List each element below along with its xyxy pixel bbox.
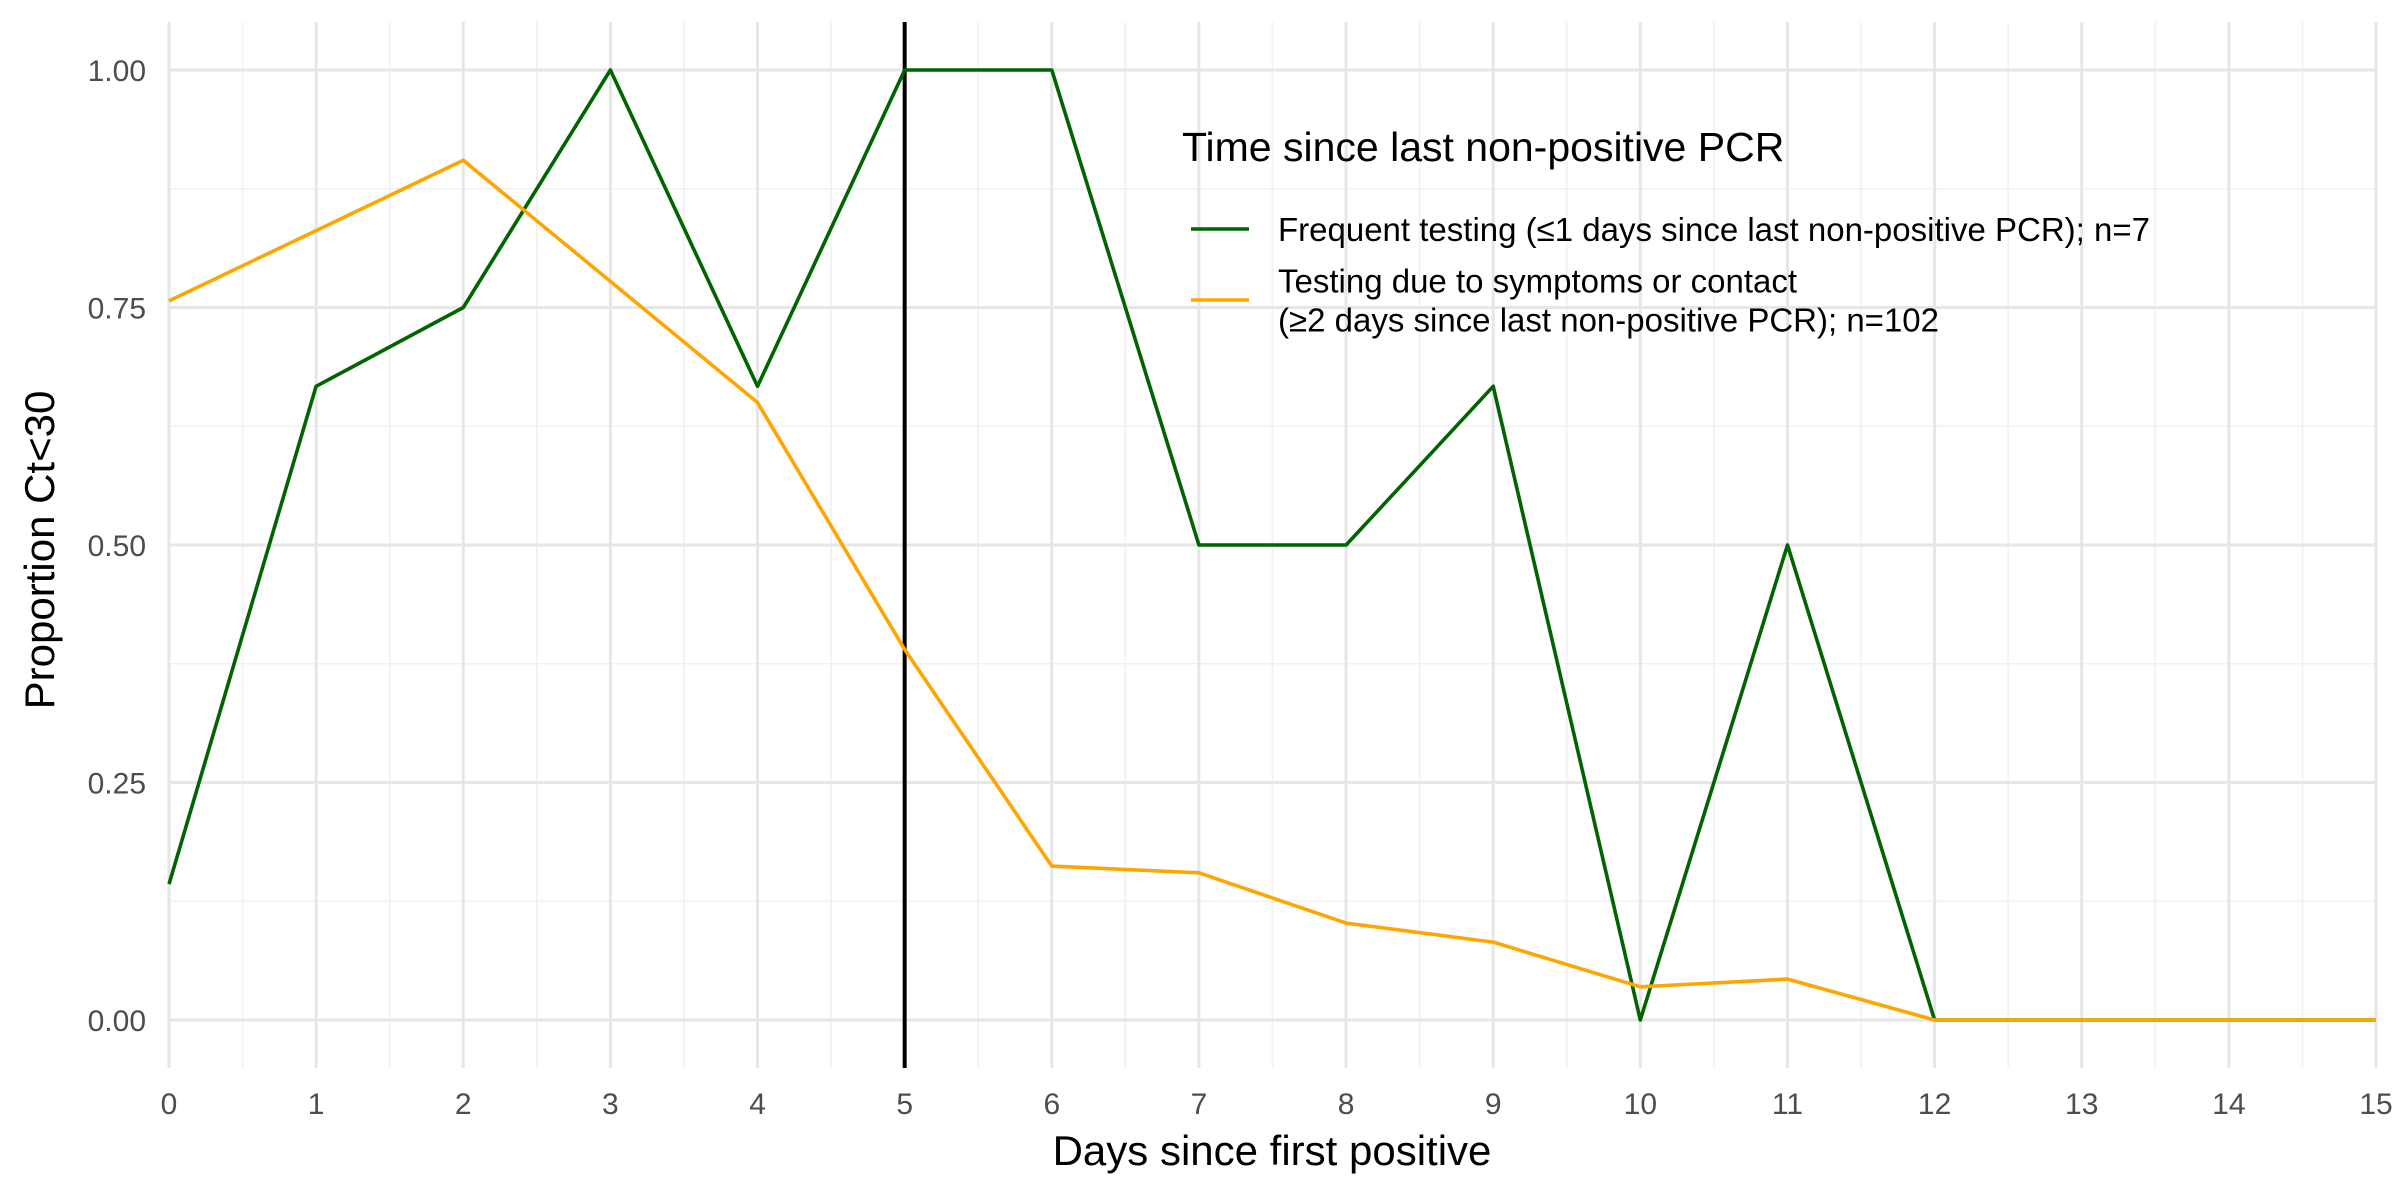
- x-tick-label: 0: [161, 1088, 178, 1121]
- x-tick-label: 7: [1191, 1088, 1208, 1121]
- x-tick-label: 11: [1772, 1088, 1803, 1121]
- x-tick-label: 4: [749, 1088, 766, 1121]
- legend-entry-2: Testing due to symptoms or contact (≥2 da…: [1191, 263, 1939, 339]
- x-tick-label: 2: [455, 1088, 472, 1121]
- x-tick-label: 9: [1485, 1088, 1502, 1121]
- y-tick-label: 1.00: [88, 55, 146, 88]
- x-tick-label: 8: [1338, 1088, 1355, 1121]
- x-tick-label: 15: [2359, 1088, 2392, 1121]
- y-tick-label: 0.50: [88, 530, 146, 563]
- legend-title: Time since last non-positive PCR: [1182, 124, 1784, 170]
- x-tick-label: 14: [2212, 1088, 2245, 1121]
- y-tick-labels: 0.00 0.25 0.50 0.75 1.00: [88, 55, 146, 1038]
- series-group: [167, 68, 2376, 1022]
- x-tick-label: 10: [1624, 1088, 1657, 1121]
- y-axis-title: Proportion Ct<30: [16, 391, 63, 710]
- legend-label-1: Frequent testing (≤1 days since last non…: [1278, 211, 2150, 248]
- y-tick-label: 0.00: [88, 1005, 146, 1038]
- legend: Time since last non-positive PCR Frequen…: [1182, 124, 2150, 339]
- x-tick-label: 5: [896, 1088, 913, 1121]
- x-tick-label: 1: [308, 1088, 325, 1121]
- x-tick-labels: 0 1 2 3 4 5 6 7 8 9 10 11 12 13 14 15: [161, 1088, 2393, 1121]
- x-tick-label: 3: [602, 1088, 619, 1121]
- legend-entry-1: Frequent testing (≤1 days since last non…: [1191, 211, 2150, 248]
- series-line-2: [168, 158, 2376, 1022]
- legend-label-2: Testing due to symptoms or contact (≥2 da…: [1278, 263, 1939, 339]
- x-tick-label: 6: [1043, 1088, 1060, 1121]
- x-tick-label: 13: [2065, 1088, 2098, 1121]
- x-tick-label: 12: [1918, 1088, 1951, 1121]
- legend-entries: Frequent testing (≤1 days since last non…: [1191, 211, 2150, 339]
- y-tick-label: 0.75: [88, 293, 146, 326]
- x-axis-title: Days since first positive: [1053, 1127, 1492, 1174]
- y-tick-label: 0.25: [88, 768, 146, 801]
